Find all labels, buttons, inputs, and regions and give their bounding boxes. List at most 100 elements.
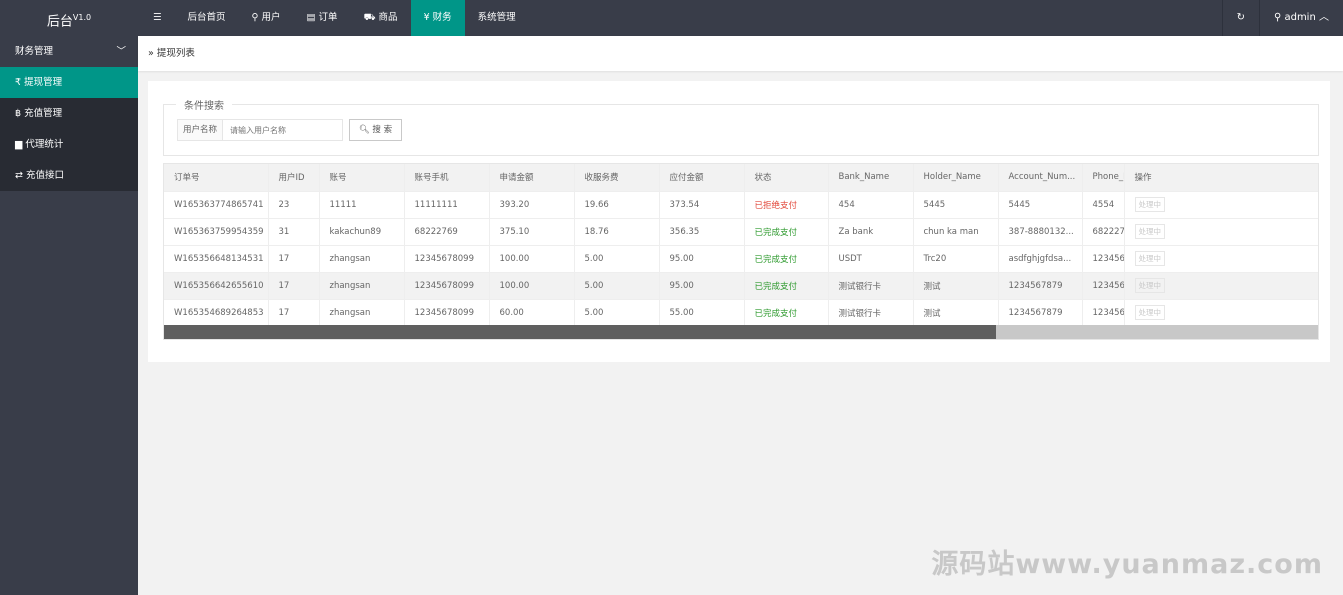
status-badge: 已完成支付 (744, 272, 829, 300)
table-cell: 31 (268, 218, 320, 246)
table-cell: 100.00 (489, 245, 575, 273)
username-input[interactable] (222, 119, 343, 141)
bitcoin-icon: ฿ (15, 108, 25, 119)
column-header: Holder_Name (913, 164, 999, 192)
table-cell: 测试银行卡 (828, 299, 914, 327)
table-cell: 处理中 (1124, 272, 1318, 300)
table-cell: 68222769 (1082, 218, 1125, 246)
column-header: Account_Num... (998, 164, 1083, 192)
table-cell: W165363759954359 (164, 218, 269, 246)
table-cell: 测试 (913, 272, 999, 300)
column-header: Bank_Name (828, 164, 914, 192)
refresh-icon: ↻ (1236, 12, 1245, 23)
column-header: 应付金额 (659, 164, 745, 192)
table-row: W165363774865741 23 11111 11111111 393.20 19.… (164, 191, 1318, 219)
table-cell: 356.35 (659, 218, 745, 246)
nav-item-6[interactable]: 系统管理 (465, 0, 529, 36)
table-cell: 处理中 (1124, 218, 1318, 246)
table-cell: 100.00 (489, 272, 575, 300)
search-fieldset: 条件搜索 用户名称 🔍︎ 搜 索 (163, 97, 1319, 156)
rupee-icon: ₹ (15, 77, 25, 88)
sidebar-item-3[interactable]: ⇄ 充值接口 (0, 160, 138, 191)
table-cell: 375.10 (489, 218, 575, 246)
sidebar-item-label: 提现管理 (24, 77, 63, 88)
nav-item-5[interactable]: ¥ 财务 (410, 0, 465, 36)
nav-label: 后台首页 (187, 12, 226, 23)
nav-item-3[interactable]: ▤ 订单 (294, 0, 351, 36)
nav-item-2[interactable]: ⚲ 用户 (239, 0, 294, 36)
double-chevron-icon: » (148, 48, 157, 59)
table-cell: 11111111 (404, 191, 490, 219)
nav-label: 订单 (318, 12, 338, 23)
horizontal-scrollbar[interactable] (164, 325, 1318, 339)
nav-item-0[interactable]: ☰ (140, 0, 175, 36)
table-cell: 测试银行卡 (828, 272, 914, 300)
table-cell: 1234567879 (998, 299, 1083, 327)
table-cell: W165363774865741 (164, 191, 269, 219)
table-cell: 12345678099 (1082, 245, 1125, 273)
user-menu[interactable]: ⚲ admin ︿ (1258, 0, 1343, 36)
processing-button[interactable]: 处理中 (1134, 251, 1165, 266)
sidebar-item-label: 充值管理 (24, 108, 63, 119)
table-cell: 454 (828, 191, 914, 219)
file-icon: ▤ (306, 12, 319, 23)
table-cell: zhangsan (319, 245, 405, 273)
nav-item-4[interactable]: ⛟ 商品 (351, 0, 411, 36)
processing-button[interactable]: 处理中 (1134, 278, 1165, 293)
processing-button[interactable]: 处理中 (1134, 224, 1165, 239)
table-row: W165356642655610 17 zhangsan 12345678099 100… (164, 272, 1318, 300)
nav-item-1[interactable]: 后台首页 (175, 0, 239, 36)
chevron-down-icon: ﹀ (116, 46, 126, 57)
column-header: 账号手机 (404, 164, 490, 192)
table-cell: Za bank (828, 218, 914, 246)
sidebar-item-1[interactable]: ฿ 充值管理 (0, 98, 138, 129)
table-cell: 5445 (913, 191, 999, 219)
table-cell: 12345678099 (1082, 299, 1125, 327)
sidebar-group-finance[interactable]: 财务管理 ﹀ (0, 36, 138, 67)
table-cell: chun ka man (913, 218, 999, 246)
processing-button[interactable]: 处理中 (1134, 305, 1165, 320)
sidebar-item-0[interactable]: ₹ 提现管理 (0, 67, 138, 98)
sidebar-item-2[interactable]: ▆ 代理统计 (0, 129, 138, 160)
table-cell: 17 (268, 299, 320, 327)
search-button[interactable]: 🔍︎ 搜 索 (349, 119, 402, 141)
table-cell: 95.00 (659, 245, 745, 273)
yen-icon: ¥ (423, 12, 433, 23)
nav-label: 财务 (432, 12, 452, 23)
table-cell: zhangsan (319, 272, 405, 300)
table-cell: 12345678099 (404, 245, 490, 273)
sidebar: 财务管理 ﹀ ₹ 提现管理฿ 充值管理 ▆ 代理统计 ⇄ 充值接口 (0, 36, 138, 595)
user-icon: ⚲ (1273, 12, 1285, 23)
table-cell: 处理中 (1124, 191, 1318, 219)
withdrawal-table: 订单号 用户ID 账号 账号手机 申请金额 收服务费 应付金额 状态 Bank_Name Hold… (163, 163, 1319, 340)
table-cell: 4554 (1082, 191, 1125, 219)
column-header: 操作 (1124, 164, 1318, 192)
nav-label: 系统管理 (477, 12, 516, 23)
table-cell: 17 (268, 272, 320, 300)
username-label: 用户名称 (177, 119, 223, 141)
column-header: 订单号 (164, 164, 269, 192)
status-badge: 已完成支付 (744, 245, 829, 273)
cart-icon: ⛟ (363, 12, 379, 23)
scrollbar-thumb[interactable] (164, 325, 997, 339)
status-badge: 已完成支付 (744, 218, 829, 246)
sidebar-item-label: 充值接口 (25, 170, 64, 181)
table-cell: 12345678099 (1082, 272, 1125, 300)
chevron-up-icon: ︿ (1319, 12, 1329, 23)
table-cell: 19.66 (574, 191, 660, 219)
logo[interactable]: 后台V1.0 (0, 0, 138, 36)
nav-label: 商品 (378, 12, 398, 23)
table-cell: 373.54 (659, 191, 745, 219)
table-cell: 5.00 (574, 299, 660, 327)
table-cell: 55.00 (659, 299, 745, 327)
column-header: 状态 (744, 164, 829, 192)
breadcrumb: » 提现列表 (138, 36, 1343, 71)
table-cell: 12345678099 (404, 299, 490, 327)
top-nav: ☰ 后台首页 ⚲ 用户 ▤ 订单 ⛟ 商品 ¥ 财务 系统管理 (140, 0, 529, 36)
processing-button[interactable]: 处理中 (1134, 197, 1165, 212)
status-badge: 已拒绝支付 (744, 191, 829, 219)
table-cell: 处理中 (1124, 245, 1318, 273)
refresh-button[interactable]: ↻ (1221, 0, 1259, 36)
table-cell: 95.00 (659, 272, 745, 300)
table-cell: 5445 (998, 191, 1083, 219)
